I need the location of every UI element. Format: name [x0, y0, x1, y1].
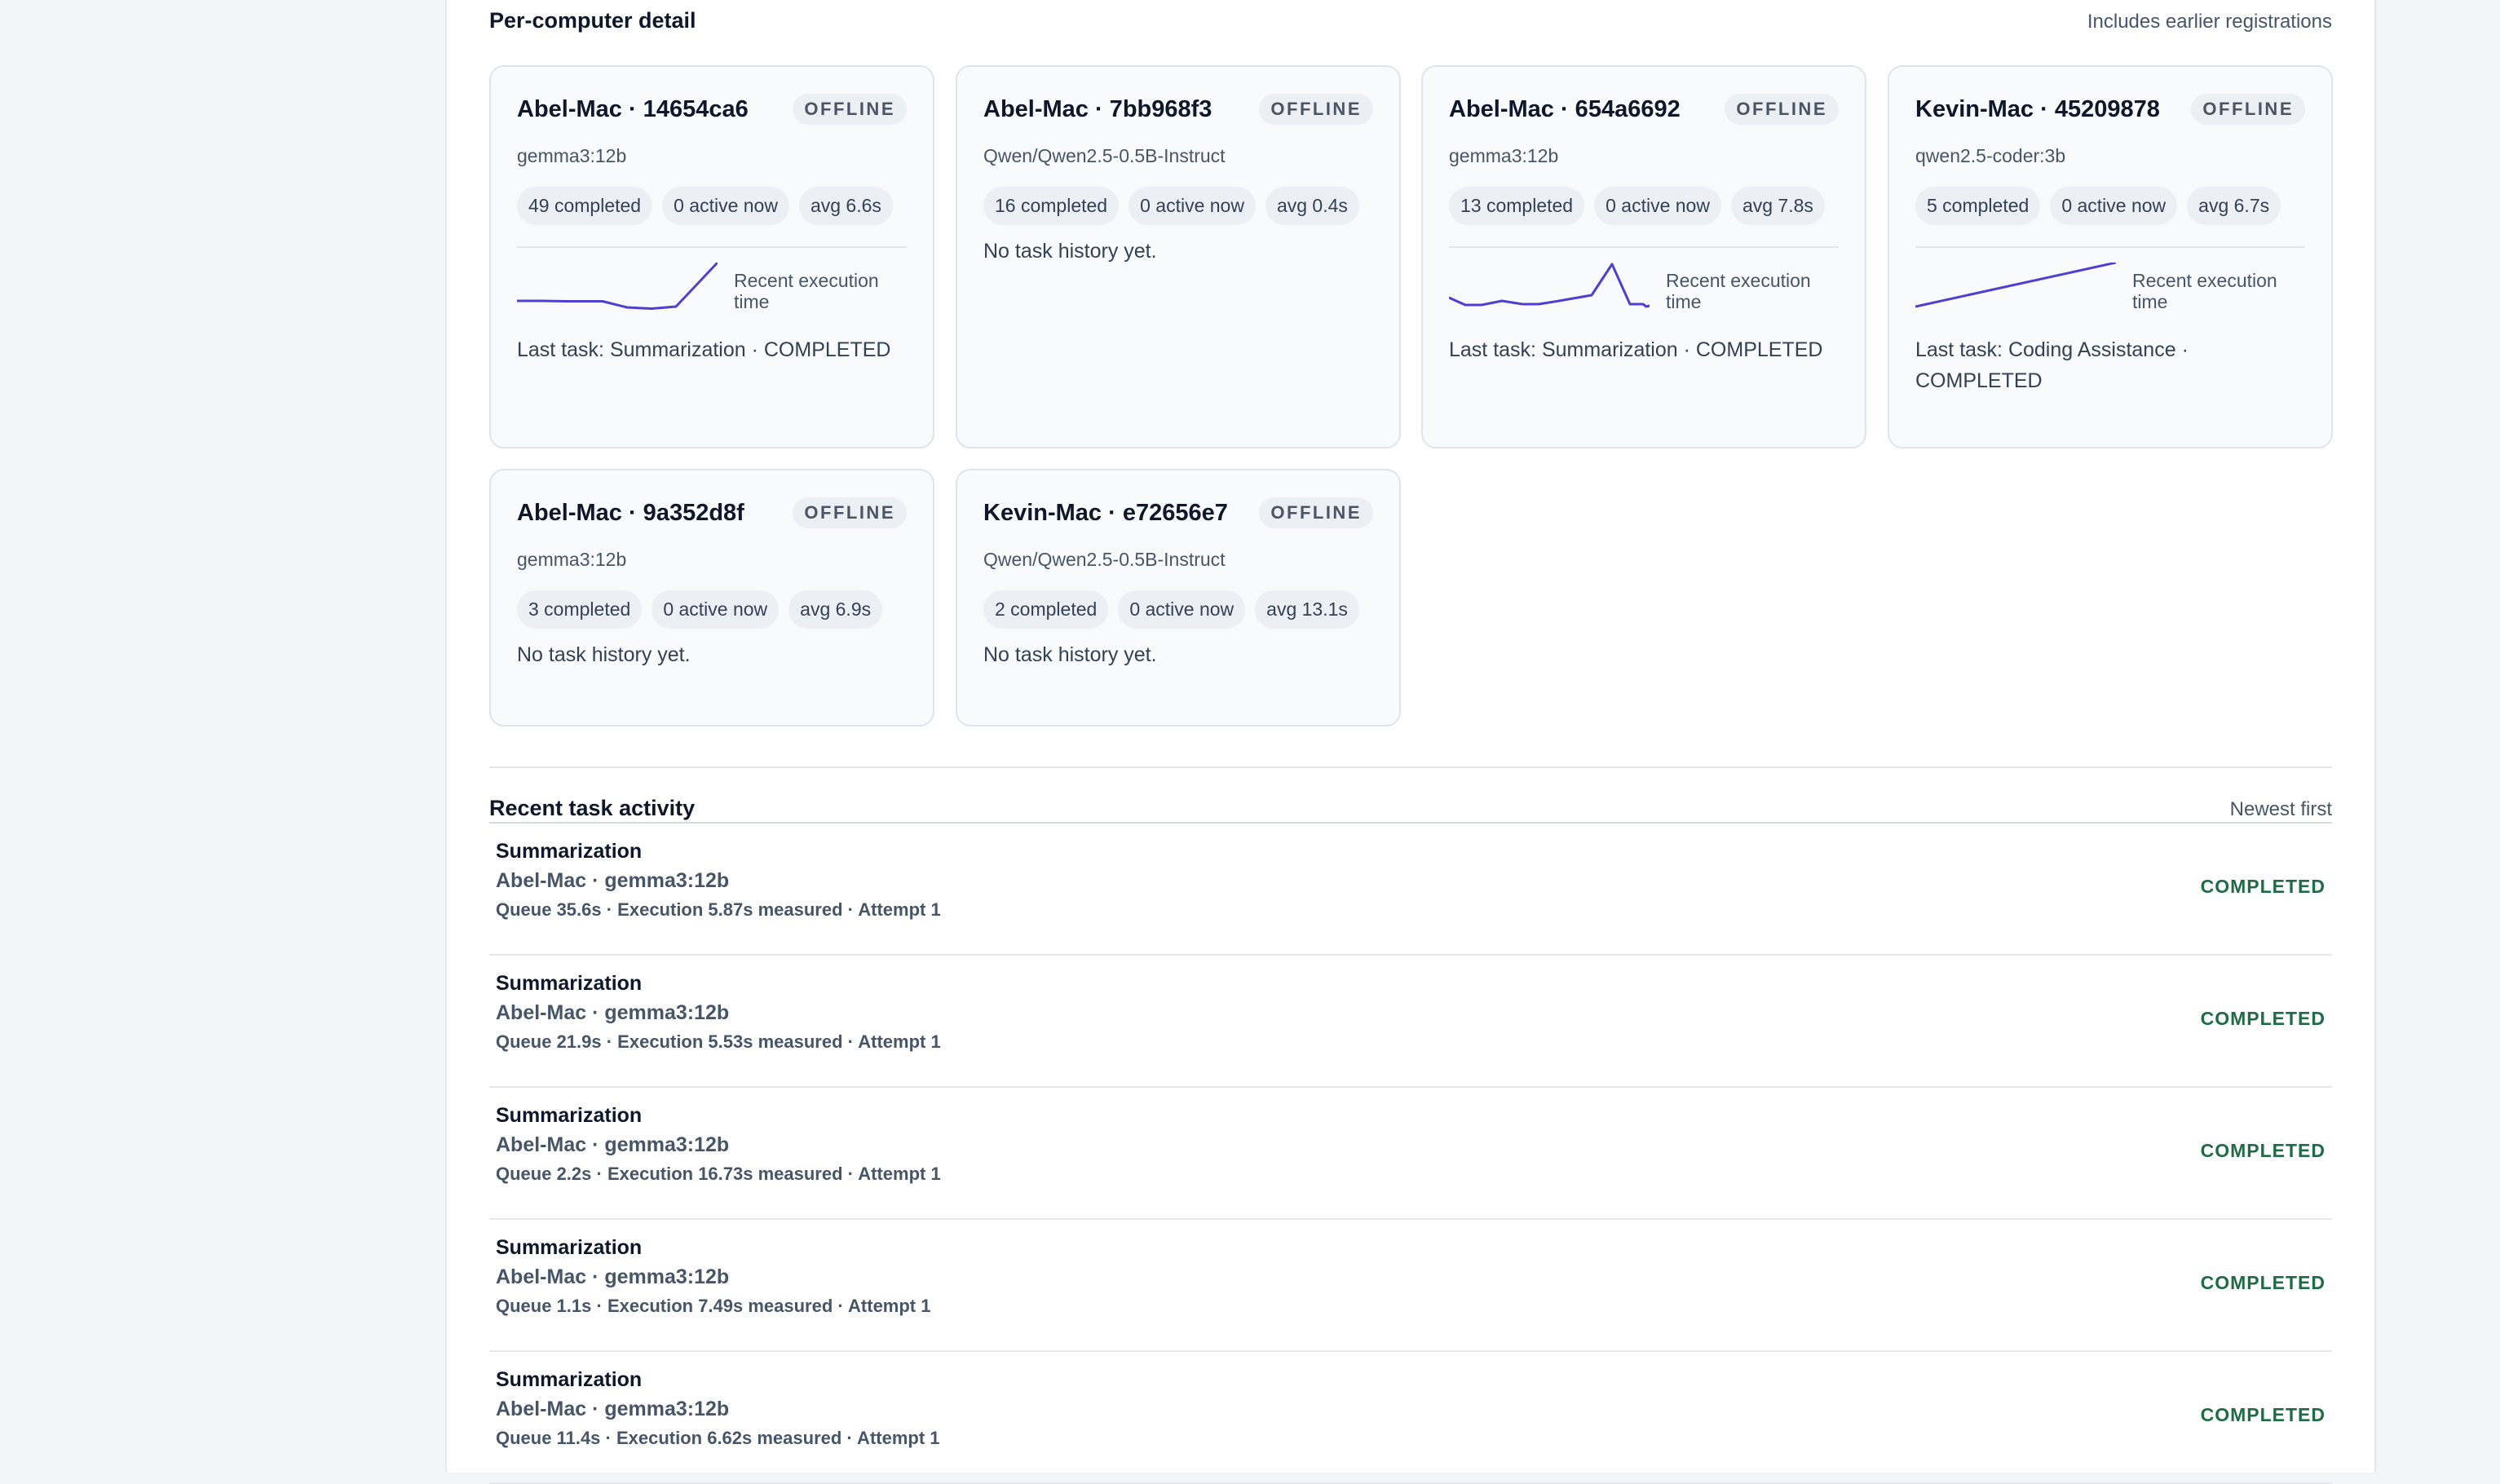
active-count-chip: 0 active now: [652, 590, 780, 629]
sparkline-line: [517, 263, 718, 310]
active-count-chip: 0 active now: [2050, 187, 2178, 225]
sparkline-chart: [1915, 263, 2116, 308]
active-count-chip: 0 active now: [1129, 187, 1256, 225]
model-name: qwen2.5-coder:3b: [1915, 145, 2066, 166]
avg-time-chip: avg 0.4s: [1265, 187, 1359, 225]
activity-header: Recent task activity Newest first: [489, 796, 2332, 821]
task-status: COMPLETED: [2200, 1140, 2326, 1161]
task-type: Summarization: [496, 1368, 643, 1391]
activity-row[interactable]: Summarization Abel-Mac · gemma3:12b Queu…: [489, 1220, 2332, 1352]
card-divider: [1449, 246, 1839, 248]
task-machine: Abel-Mac · gemma3:12b: [496, 1265, 730, 1288]
activity-list: Summarization Abel-Mac · gemma3:12b Queu…: [489, 824, 2332, 1484]
no-history-text: No task history yet.: [983, 643, 1157, 666]
card-divider: [517, 246, 907, 248]
avg-time-chip: avg 6.9s: [788, 590, 883, 629]
completed-count-chip: 49 completed: [517, 187, 653, 225]
card-divider: [1915, 246, 2305, 248]
no-history-text: No task history yet.: [983, 240, 1157, 263]
computer-card[interactable]: Abel-Mac · 654a6692 OFFLINE gemma3:12b 1…: [1421, 65, 1866, 448]
activity-row[interactable]: Summarization Abel-Mac · gemma3:12b Queu…: [489, 1088, 2332, 1220]
computer-name: Abel-Mac · 9a352d8f: [517, 499, 744, 526]
activity-title: Recent task activity: [489, 796, 696, 820]
computer-card[interactable]: Abel-Mac · 14654ca6 OFFLINE gemma3:12b 4…: [489, 65, 934, 448]
task-status: COMPLETED: [2200, 876, 2326, 897]
completed-count-chip: 13 completed: [1449, 187, 1585, 225]
task-status: COMPLETED: [2200, 1008, 2326, 1029]
sparkline-label: Recent execution time: [1666, 270, 1811, 312]
task-machine: Abel-Mac · gemma3:12b: [496, 869, 730, 892]
last-task: Last task: Summarization · COMPLETED: [517, 338, 891, 361]
task-status: COMPLETED: [2200, 1404, 2326, 1425]
completed-count-chip: 5 completed: [1915, 187, 2041, 225]
computer-name: Abel-Mac · 7bb968f3: [983, 95, 1212, 122]
task-metrics: Queue 1.1s · Execution 7.49s measured · …: [496, 1296, 931, 1316]
task-metrics: Queue 11.4s · Execution 6.62s measured ·…: [496, 1428, 940, 1448]
status-badge: OFFLINE: [1725, 94, 1839, 125]
sparkline-label: Recent execution time: [734, 270, 879, 312]
sparkline-label: Recent execution time: [2132, 270, 2277, 312]
no-history-text: No task history yet.: [517, 643, 691, 666]
computer-card[interactable]: Abel-Mac · 7bb968f3 OFFLINE Qwen/Qwen2.5…: [956, 65, 1401, 448]
task-machine: Abel-Mac · gemma3:12b: [496, 1001, 730, 1024]
per-computer-note: Includes earlier registrations: [2087, 11, 2332, 33]
computer-name: Abel-Mac · 14654ca6: [517, 95, 749, 122]
task-metrics: Queue 35.6s · Execution 5.87s measured ·…: [496, 899, 941, 920]
sparkline-chart: [517, 263, 718, 310]
computer-card[interactable]: Kevin-Mac · 45209878 OFFLINE qwen2.5-cod…: [1888, 65, 2333, 448]
computer-name: Abel-Mac · 654a6692: [1449, 95, 1681, 122]
sparkline-line: [1915, 263, 2116, 308]
model-name: gemma3:12b: [517, 145, 627, 166]
sparkline-chart: [1449, 263, 1650, 308]
completed-count-chip: 2 completed: [983, 590, 1109, 629]
avg-time-chip: avg 7.8s: [1730, 187, 1825, 225]
active-count-chip: 0 active now: [662, 187, 789, 225]
avg-time-chip: avg 6.7s: [2187, 187, 2281, 225]
per-computer-title: Per-computer detail: [489, 8, 696, 33]
status-badge: OFFLINE: [1259, 94, 1373, 125]
avg-time-chip: avg 13.1s: [1255, 590, 1359, 629]
status-badge: OFFLINE: [2191, 94, 2305, 125]
computer-card[interactable]: Abel-Mac · 9a352d8f OFFLINE gemma3:12b 3…: [489, 469, 934, 727]
last-task: Last task: Coding Assistance · COMPLETED: [1915, 338, 2189, 392]
status-badge: OFFLINE: [793, 497, 907, 528]
activity-header-rule: [489, 822, 2332, 824]
section-divider: [489, 766, 2332, 768]
task-metrics: Queue 21.9s · Execution 5.53s measured ·…: [496, 1031, 941, 1052]
last-task: Last task: Summarization · COMPLETED: [1449, 338, 1823, 361]
activity-row[interactable]: Summarization Abel-Mac · gemma3:12b Queu…: [489, 824, 2332, 956]
model-name: gemma3:12b: [517, 549, 627, 570]
task-type: Summarization: [496, 972, 643, 995]
computer-card[interactable]: Kevin-Mac · e72656e7 OFFLINE Qwen/Qwen2.…: [956, 469, 1401, 727]
computer-name: Kevin-Mac · 45209878: [1915, 95, 2160, 122]
task-machine: Abel-Mac · gemma3:12b: [496, 1133, 730, 1156]
avg-time-chip: avg 6.6s: [798, 187, 893, 225]
status-badge: OFFLINE: [1259, 497, 1373, 528]
active-count-chip: 0 active now: [1594, 187, 1721, 225]
per-computer-header: Per-computer detail Includes earlier reg…: [489, 8, 2332, 33]
completed-count-chip: 3 completed: [517, 590, 643, 629]
activity-row[interactable]: Summarization Abel-Mac · gemma3:12b Queu…: [489, 1352, 2332, 1484]
model-name: Qwen/Qwen2.5-0.5B-Instruct: [983, 549, 1226, 570]
computer-name: Kevin-Mac · e72656e7: [983, 499, 1228, 526]
activity-note: Newest first: [2229, 798, 2332, 820]
model-name: Qwen/Qwen2.5-0.5B-Instruct: [983, 145, 1226, 166]
task-type: Summarization: [496, 1104, 643, 1127]
task-type: Summarization: [496, 1236, 643, 1259]
active-count-chip: 0 active now: [1118, 590, 1246, 629]
model-name: gemma3:12b: [1449, 145, 1559, 166]
status-badge: OFFLINE: [793, 94, 907, 125]
task-metrics: Queue 2.2s · Execution 16.73s measured ·…: [496, 1164, 941, 1184]
sparkline-line: [1449, 263, 1650, 308]
task-status: COMPLETED: [2200, 1272, 2326, 1293]
task-machine: Abel-Mac · gemma3:12b: [496, 1398, 730, 1420]
completed-count-chip: 16 completed: [983, 187, 1120, 225]
task-type: Summarization: [496, 840, 643, 863]
activity-row[interactable]: Summarization Abel-Mac · gemma3:12b Queu…: [489, 956, 2332, 1088]
dashboard-panel: Per-computer detail Includes earlier reg…: [445, 0, 2376, 1484]
